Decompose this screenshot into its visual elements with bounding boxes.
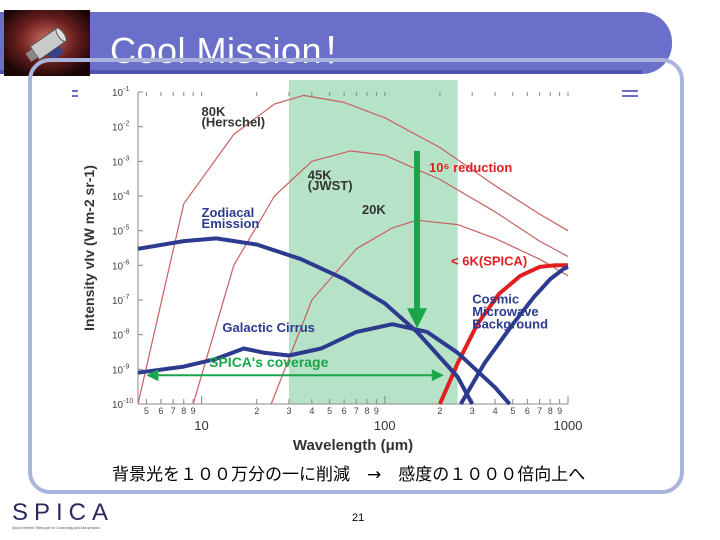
- reduction-label: 10⁶ reduction: [429, 160, 512, 175]
- annotation-label: 20K: [362, 202, 386, 217]
- y-tick-label: 10-3: [112, 155, 129, 168]
- x-minor-tick-label: 5: [327, 406, 332, 416]
- x-minor-tick-label: 4: [309, 406, 314, 416]
- y-tick-label: 10-7: [112, 294, 129, 307]
- x-minor-tick-label: 8: [548, 406, 553, 416]
- annotation-label: < 6K(SPICA): [451, 253, 527, 268]
- series-line: [459, 265, 569, 406]
- slide-title: Cool Mission！: [110, 30, 359, 71]
- x-minor-tick-label: 7: [537, 406, 542, 416]
- x-minor-tick-label: 5: [510, 406, 515, 416]
- y-tick-label: 10-1: [112, 86, 129, 99]
- x-minor-tick-label: 9: [557, 406, 562, 416]
- series-line: [192, 150, 569, 405]
- y-tick-label: 10-8: [112, 329, 129, 342]
- x-minor-tick-label: 2: [437, 406, 442, 416]
- annotation-label: (JWST): [308, 178, 353, 193]
- x-minor-tick-label: 5: [144, 406, 149, 416]
- chart-area: 10-1 10-2 10-3 10-4 10-5 10-6 10-7 10-8 10-9 10-1…: [78, 78, 622, 458]
- annotation-label: Galactic Cirrus: [222, 320, 315, 335]
- annotation-label: Zodiacal: [202, 205, 255, 220]
- reduction-arrow-head: [407, 308, 428, 329]
- intensity-chart: 10-1 10-2 10-3 10-4 10-5 10-6 10-7 10-8 10-9 10-1…: [81, 80, 583, 454]
- x-minor-tick-label: 3: [286, 406, 291, 416]
- annotation-label: (Herschel): [202, 115, 266, 130]
- spica-logo: SPICA Space Infrared Telescope for Cosmo…: [12, 499, 114, 530]
- y-tick-label: 10-9: [112, 363, 129, 376]
- x-minor-tick-label: 7: [171, 406, 176, 416]
- x-minor-tick-label: 2: [254, 406, 259, 416]
- x-axis-label: Wavelength (μm): [293, 437, 413, 454]
- y-tick-label: 10-4: [112, 190, 129, 203]
- x-major-tick-label: 100: [374, 418, 396, 433]
- x-minor-tick-label: 8: [181, 406, 186, 416]
- coverage-label: SPICA's coverage: [209, 354, 328, 370]
- reduction-arrow-shaft: [414, 150, 421, 311]
- y-tick-label: 10-2: [112, 121, 129, 134]
- x-minor-tick-label: 3: [470, 406, 475, 416]
- x-minor-tick-label: 4: [493, 406, 498, 416]
- content-frame: [28, 58, 684, 494]
- x-minor-tick-label: 9: [374, 406, 379, 416]
- y-tick-label: 10-10: [112, 398, 133, 411]
- x-minor-tick-label: 6: [158, 406, 163, 416]
- x-minor-tick-label: 6: [525, 406, 530, 416]
- spica-logo-text: SPICA: [12, 499, 114, 526]
- y-tick-label: 10-5: [112, 225, 129, 238]
- spica-logo-subtitle: Space Infrared Telescope for Cosmology a…: [12, 526, 100, 530]
- y-axis-label: Intensity vIv (W m-2 sr-1): [81, 165, 97, 331]
- series-line: [137, 322, 512, 406]
- x-minor-tick-label: 8: [365, 406, 370, 416]
- y-tick-label: 10-6: [112, 259, 129, 272]
- page-number: 21: [352, 512, 365, 524]
- slide-caption: 背景光を１００万分の一に削減 → 感度の１０００倍向上へ: [112, 465, 586, 485]
- x-major-tick-label: 1000: [554, 418, 583, 433]
- x-minor-tick-label: 9: [191, 406, 196, 416]
- coverage-arrow-right: [431, 369, 444, 382]
- series-line: [137, 94, 569, 405]
- annotation-label: Emission: [202, 216, 260, 231]
- x-major-tick-label: 10: [194, 418, 208, 433]
- title-bar: [0, 12, 672, 74]
- annotation-label: Cosmic: [472, 291, 519, 306]
- series-line: [137, 236, 474, 405]
- annotation-label: 45K: [308, 167, 332, 182]
- coverage-arrow-left: [146, 369, 159, 382]
- x-minor-tick-label: 6: [342, 406, 347, 416]
- annotation-label: Background: [472, 317, 548, 332]
- x-minor-tick-label: 7: [354, 406, 359, 416]
- annotation-label: Microwave: [472, 304, 538, 319]
- annotation-label: 80K: [202, 104, 226, 119]
